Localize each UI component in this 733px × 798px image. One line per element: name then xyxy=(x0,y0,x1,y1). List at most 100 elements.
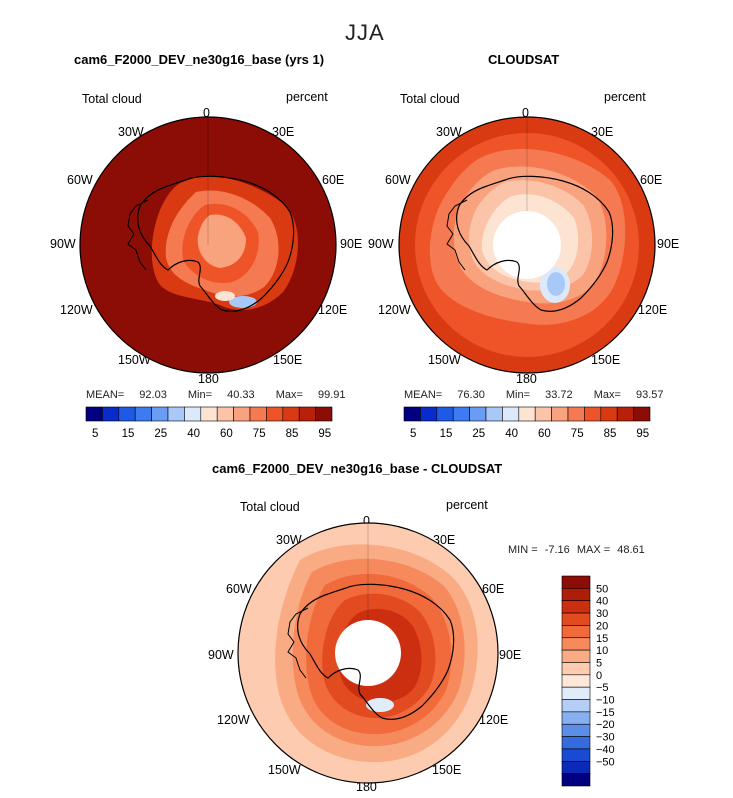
panel1-stats: MEAN= 92.03 Min= 40.33 Max= 99.91 xyxy=(86,389,346,401)
panel3-colorbar-tick-label: 50 xyxy=(596,583,608,595)
panel3-colorbar-tick-label: 15 xyxy=(596,633,608,645)
panel2-max-label: Max= xyxy=(593,389,621,401)
panel3-variable-label: Total cloud xyxy=(240,500,300,514)
panel3-lon-150w: 150W xyxy=(268,763,301,777)
panel3-min-value: -7.16 xyxy=(544,544,570,556)
panel2-lon-90w: 90W xyxy=(368,237,394,251)
panel2-lon-30w: 30W xyxy=(436,125,462,139)
panel1-min-label: Min= xyxy=(187,389,213,401)
panel1-peninsula xyxy=(127,199,149,271)
panel3-colorbar-box-3 xyxy=(561,612,591,626)
panel1-max-value: 99.91 xyxy=(317,389,346,401)
panel2-colorbar-tick-label: 85 xyxy=(604,428,617,440)
panel3-colorbar-box-7 xyxy=(561,662,591,676)
panel3-colorbar-box-6 xyxy=(561,649,591,663)
panel1-lon-60e: 60E xyxy=(322,173,345,187)
panel3-lon-150e: 150E xyxy=(432,763,462,777)
panel2-lon-90e: 90E xyxy=(657,237,680,251)
panel1-low-spot xyxy=(229,296,257,308)
panel2-min-label: Min= xyxy=(505,389,531,401)
panel3-colorbar-tick-label: −5 xyxy=(596,682,609,694)
panel3-colorbar-tick-label: −30 xyxy=(596,732,615,744)
panel3-max-value: 48.61 xyxy=(617,544,645,556)
panel2-lon-30e: 30E xyxy=(591,125,614,139)
panel3-colorbar-tick-label: 40 xyxy=(596,596,608,608)
panel3-colorbar-tick-label: 10 xyxy=(596,645,608,657)
panel1-lon-150w: 150W xyxy=(118,353,151,367)
panel3-polar-gap xyxy=(335,620,401,686)
panel3-lon-30w: 30W xyxy=(276,533,302,547)
panel3-colorbar-tick-label: 20 xyxy=(596,620,608,632)
panel3-colorbar-tick-label: −15 xyxy=(596,707,615,719)
panel1-lon-120w: 120W xyxy=(60,303,93,317)
panel1-lon-60w: 60W xyxy=(67,173,93,187)
panel2-lon-60e: 60E xyxy=(640,173,663,187)
panel1-min-value: 40.33 xyxy=(227,389,255,401)
panel3-frame xyxy=(237,522,499,784)
panel2-lon-150w: 150W xyxy=(428,353,461,367)
panel1-colorbar-tick-label: 85 xyxy=(286,428,299,440)
panel1-colorbar-tick-label: 75 xyxy=(253,428,266,440)
panel1-lon-30w: 30W xyxy=(118,125,144,139)
panel2-lon-150e: 150E xyxy=(591,353,621,367)
panel3-colorbar-box-12 xyxy=(561,723,591,737)
panel3-lon-90e: 90E xyxy=(499,648,522,662)
panel3-colorbar-box-5 xyxy=(561,637,591,651)
panel1-colorbar: 5 15 25 40 60 75 85 95 xyxy=(85,406,333,440)
panel2-colorbar-tick-label: 15 xyxy=(440,428,453,440)
panel2-variable-label: Total cloud xyxy=(400,92,460,106)
panel3-colorbar-box-9 xyxy=(561,686,591,700)
panel3-peninsula xyxy=(287,607,309,679)
panel3-max-label: MAX = xyxy=(576,544,611,556)
panel3-min-label: MIN = xyxy=(508,544,538,556)
panel3-title: cam6_F2000_DEV_ne30g16_base - CLOUDSAT xyxy=(212,461,503,476)
panel2-lon-0: 0 xyxy=(522,106,529,120)
panel1-colorbar-tick-label: 95 xyxy=(318,428,331,440)
panel2-coastline xyxy=(456,175,614,312)
panel3-colorbar-box-0 xyxy=(561,575,591,589)
panel1-lon-120e: 120E xyxy=(318,303,348,317)
panel3-lon-90w: 90W xyxy=(208,648,234,662)
panel2-peninsula xyxy=(446,199,468,271)
panel2-colorbar-tick-label: 75 xyxy=(571,428,584,440)
panel3-lon-0: 0 xyxy=(363,514,370,528)
panel1-lon-30e: 30E xyxy=(272,125,295,139)
panel2-colorbar-tick-label: 5 xyxy=(410,428,416,440)
panel2-lon-120e: 120E xyxy=(638,303,668,317)
panel3-colorbar-box-11 xyxy=(561,711,591,725)
panel3-colorbar-box-8 xyxy=(561,674,591,688)
panel3-lon-60e: 60E xyxy=(482,582,505,596)
panel3-colorbar-tick-label: 30 xyxy=(596,608,608,620)
page-title: JJA xyxy=(345,20,385,45)
panel3-colorbar-tick-label: 5 xyxy=(596,657,602,669)
panel1-max-label: Max= xyxy=(275,389,303,401)
panel3-coastline xyxy=(297,583,455,720)
panel1-variable-label: Total cloud xyxy=(82,92,142,106)
panel1-lon-90w: 90W xyxy=(50,237,76,251)
panel3-colorbar-tick-label: 0 xyxy=(596,670,602,682)
panel2-colorbar-tick-label: 60 xyxy=(538,428,551,440)
panel1-lon-150e: 150E xyxy=(273,353,303,367)
panel2-max-value: 93.57 xyxy=(635,389,664,401)
panel3-colorbar-box-15 xyxy=(561,760,591,774)
panel1-units-label: percent xyxy=(286,90,328,104)
panel2-mean-label: MEAN= xyxy=(404,389,443,401)
panel1-title: cam6_F2000_DEV_ne30g16_base (yrs 1) xyxy=(74,52,325,67)
panel1-lon-180: 180 xyxy=(198,372,219,386)
panel2-stats: MEAN= 76.30 Min= 33.72 Max= 93.57 xyxy=(404,389,664,401)
panel2-colorbar: 5 15 25 40 60 75 85 95 xyxy=(403,406,651,440)
panel2-min-value: 33.72 xyxy=(545,389,573,401)
panel3-colorbar-tick-label: −40 xyxy=(596,744,615,756)
panel3-colorbar-box-1 xyxy=(561,588,591,602)
panel1-mean-value: 92.03 xyxy=(139,389,167,401)
panel2-colorbar-tick-label: 40 xyxy=(505,428,518,440)
panel1-mean-label: MEAN= xyxy=(86,389,125,401)
panel3-units-label: percent xyxy=(446,498,488,512)
panel1-colorbar-tick-label: 5 xyxy=(92,428,98,440)
panel2-units-label: percent xyxy=(604,90,646,104)
panel3-colorbar-box-10 xyxy=(561,699,591,713)
